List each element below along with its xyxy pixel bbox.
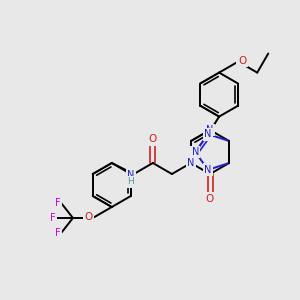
Text: N: N — [204, 165, 212, 175]
Text: O: O — [149, 134, 157, 144]
Text: O: O — [238, 56, 246, 66]
Text: N: N — [187, 158, 195, 168]
Text: F: F — [55, 228, 61, 239]
Text: F: F — [55, 198, 61, 208]
Text: H: H — [128, 178, 134, 187]
Text: N: N — [204, 129, 212, 139]
Text: N: N — [206, 125, 214, 135]
Text: O: O — [206, 194, 214, 204]
Text: F: F — [50, 213, 55, 223]
Text: N: N — [191, 147, 199, 157]
Text: N: N — [127, 170, 134, 180]
Text: O: O — [85, 212, 93, 222]
